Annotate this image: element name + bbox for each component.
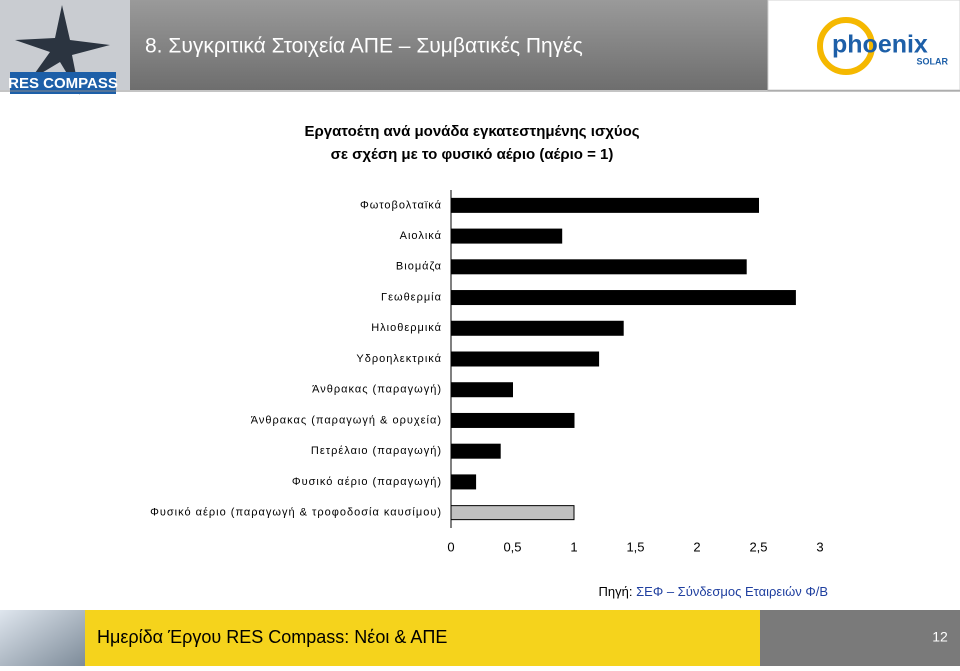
source: Πηγή: ΣΕΦ – Σύνδεσμος Εταιρειών Φ/Β [599,584,828,599]
plot: 0 0,5 1 1,5 2 2,5 3 Φωτοβολταϊκά Αιολικά Βιομάζα Γ… [150,197,824,554]
bar [450,259,747,275]
source-text: ΣΕΦ – Σύνδεσμος Εταιρειών Φ/Β [636,584,828,599]
y-tick-label: Υδροηλεκτρικά [356,353,442,365]
y-tick-label: Άνθρακας (παραγωγή & ορυχεία) [251,414,442,426]
right-logo-bg [767,0,960,91]
bar [450,228,563,244]
footer-page-band [760,610,960,666]
bar [450,474,477,490]
bar [450,197,759,213]
x-tick-label: 0,5 [503,539,521,554]
bar [450,351,600,367]
bar [450,290,796,306]
bar [450,443,501,459]
footer-text: Ημερίδα Έργου RES Compass: Νέοι & ΑΠΕ [97,627,447,647]
y-tick-label: Φωτοβολταϊκά [360,199,442,211]
sun-ring [817,17,875,75]
y-tick-label: Πετρέλαιο (παραγωγή) [311,445,442,457]
slide-title: 8. Συγκριτικά Στοιχεία ΑΠΕ – Συμβατικές … [145,35,583,58]
y-tick-label: Ηλιοθερμικά [371,322,442,334]
footer-image [0,610,85,666]
bar [450,412,575,428]
right-logo-sub: SOLAR [917,56,949,66]
x-tick-label: 1,5 [626,539,644,554]
x-tick-label: 3 [816,539,823,554]
bar [450,505,575,521]
y-tick-label: Βιομάζα [396,261,442,273]
bar [450,320,624,336]
left-logo-text: RES COMPASS [8,75,118,92]
page-number: 12 [932,629,948,645]
y-tick-label: Άνθρακας (παραγωγή) [312,384,442,396]
y-tick-label: Γεωθερμία [381,291,442,303]
y-tick-label: Αιολικά [400,230,442,242]
x-tick-label: 2,5 [749,539,767,554]
source-label: Πηγή: [599,584,633,599]
x-tick-label: 1 [570,539,577,554]
y-tick-label: Φυσικό αέριο (παραγωγή) [292,476,442,488]
chart-title: Εργατοέτη ανά μονάδα εγκατεστημένης ισχύ… [304,123,639,140]
chart-title: σε σχέση με το φυσικό αέριο (αέριο = 1) [331,146,614,163]
logo-banner [10,72,116,94]
y-tick-label: Φυσικό αέριο (παραγωγή & τροφοδοσία καυσ… [150,507,442,519]
right-logo-text: phoenix [832,31,928,59]
x-tick-label: 0 [447,539,454,554]
footer-band [85,610,760,666]
x-tick-label: 2 [693,539,700,554]
bar [450,382,513,398]
